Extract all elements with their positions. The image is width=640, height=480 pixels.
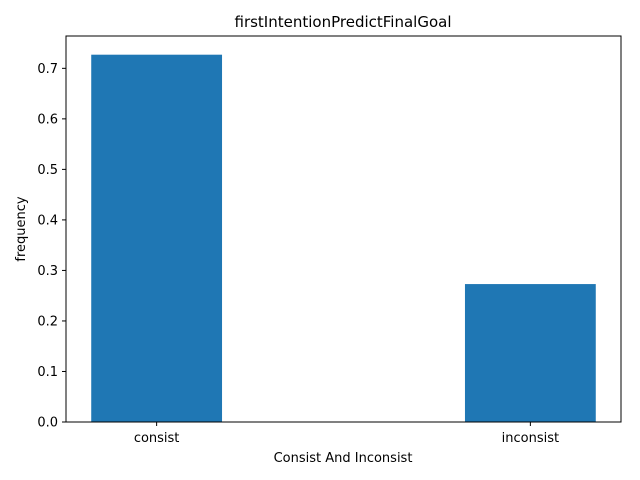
y-tick-label: 0.7 [37, 62, 58, 77]
y-tick-label: 0.2 [37, 314, 58, 329]
y-axis-label: frequency [14, 196, 29, 262]
y-axis-ticks: 0.0 0.1 0.2 0.3 0.4 0.5 0.6 0.7 [37, 62, 66, 431]
y-tick-label: 0.3 [37, 264, 58, 279]
x-tick-label-consist: consist [134, 431, 180, 446]
x-tick-label-inconsist: inconsist [502, 431, 559, 446]
y-tick-label: 0.6 [37, 112, 58, 127]
plot-frame [65, 35, 622, 423]
bars-group [91, 54, 596, 422]
y-tick-label: 0.0 [37, 416, 58, 431]
y-tick-label: 0.1 [37, 365, 58, 380]
bar-consist [91, 54, 223, 422]
x-axis-label: Consist And Inconsist [274, 451, 413, 466]
bar-inconsist [464, 284, 596, 422]
y-tick-label: 0.5 [37, 163, 58, 178]
y-tick-label: 0.4 [37, 213, 58, 228]
x-axis-ticks: consist inconsist [134, 422, 559, 446]
chart-title: firstIntentionPredictFinalGoal [235, 13, 452, 31]
